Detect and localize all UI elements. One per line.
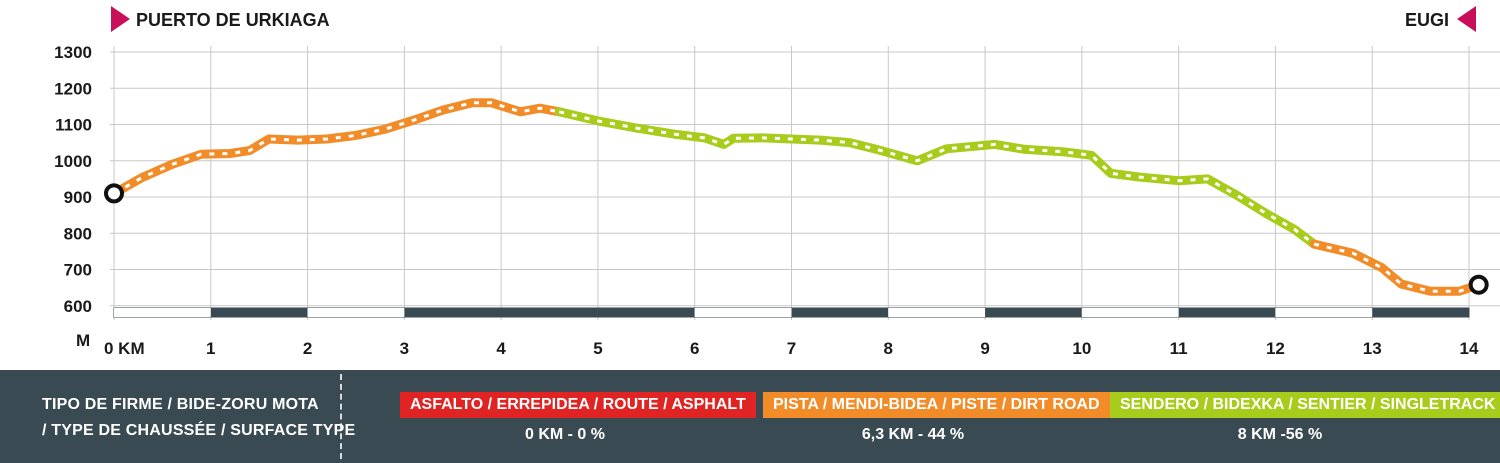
y-tick-label: 1000 (54, 152, 92, 171)
surface-bar-segment (694, 308, 792, 317)
y-tick-label: 700 (64, 261, 92, 280)
x-tick-label: 7 (787, 339, 796, 358)
x-tick-label: 3 (400, 339, 409, 358)
legend-stat-singletrack: 8 KM -56 % (1237, 426, 1323, 443)
x-tick-label: 9 (980, 339, 989, 358)
elevation-series-dashes (113, 101, 560, 195)
legend-title-line1: TIPO DE FIRME / BIDE-ZORU MOTA (42, 396, 319, 413)
elevation-series-line (109, 98, 564, 198)
y-tick-label: 1100 (55, 116, 92, 135)
x-tick-label: 6 (690, 339, 699, 358)
elevation-series-dashes (558, 110, 1316, 246)
y-tick-label: 600 (64, 297, 92, 316)
x-tick-label: 5 (593, 339, 602, 358)
x-tick-label: 11 (1170, 339, 1188, 358)
y-tick-label: 800 (64, 224, 92, 243)
surface-bar-segment (597, 308, 695, 317)
elevation-line (109, 98, 1484, 296)
surface-bar-segment (985, 308, 1082, 317)
elevation-series-line (1309, 239, 1484, 296)
x-tick-label: 8 (884, 339, 893, 358)
surface-bar-segment (888, 308, 986, 317)
x-tick-label: 1 (206, 339, 215, 358)
y-tick-label: 900 (64, 188, 92, 207)
surface-bar-segment (210, 308, 308, 317)
surface-bar (113, 307, 1470, 318)
y-tick-label: 1200 (54, 79, 92, 98)
x-tick-label: 12 (1266, 339, 1285, 358)
route-markers (104, 183, 1489, 295)
x-tick-label: 2 (303, 339, 312, 358)
triangle-left-icon (1457, 6, 1476, 32)
legend-badge-singletrack: SENDERO / BIDEXKA / SENTIER / SINGLETRAC… (1110, 392, 1500, 418)
surface-bar-segment (1178, 308, 1276, 317)
x-tick-label: 13 (1363, 339, 1382, 358)
ring-icon (104, 183, 124, 204)
elevation-series-line (554, 107, 1319, 249)
x-tick-label: 14 (1460, 339, 1479, 358)
triangle-right-icon (111, 6, 130, 32)
ring-icon (1468, 274, 1489, 295)
legend-stat-dirt-road: 6,3 KM - 44 % (861, 426, 965, 443)
start-label: PUERTO DE URKIAGA (136, 10, 330, 30)
surface-bar-segment (404, 308, 598, 317)
elevation-series-dashes (1313, 242, 1480, 293)
y-axis: 1300 1200 1100 1000 900 800 700 600 (54, 43, 92, 316)
legend-divider (340, 374, 342, 459)
surface-bar-segment (791, 308, 889, 317)
x-tick-label: 0 KM (104, 339, 145, 358)
y-unit-label: M (76, 331, 90, 350)
x-tick-label: 10 (1072, 339, 1091, 358)
end-label: EUGI (1405, 10, 1449, 30)
surface-bar-segment (307, 308, 405, 317)
legend-badge-dirt-road: PISTA / MENDI-BIDEA / PISTE / DIRT ROAD (763, 392, 1110, 418)
grid (110, 46, 1500, 320)
y-tick-label: 1300 (54, 43, 92, 62)
surface-bar-segment (1275, 308, 1373, 317)
legend-title-line2: / TYPE DE CHAUSSÉE / SURFACE TYPE (42, 422, 356, 439)
legend-stat-asphalt: 0 KM - 0 % (524, 426, 605, 443)
legend-badge-asphalt: ASFALTO / ERREPIDEA / ROUTE / ASPHALT (400, 392, 756, 418)
surface-bar-segment (114, 308, 211, 317)
legend-title: TIPO DE FIRME / BIDE-ZORU MOTA / TYPE DE… (42, 392, 355, 444)
x-tick-label: 4 (496, 339, 506, 358)
x-axis: 0 KM 1 2 3 4 5 6 7 8 9 10 11 12 13 14 (104, 339, 1479, 358)
surface-bar-segment (1081, 308, 1179, 317)
legend-panel: TIPO DE FIRME / BIDE-ZORU MOTA / TYPE DE… (0, 370, 1500, 463)
surface-bar-segment (1372, 308, 1469, 317)
